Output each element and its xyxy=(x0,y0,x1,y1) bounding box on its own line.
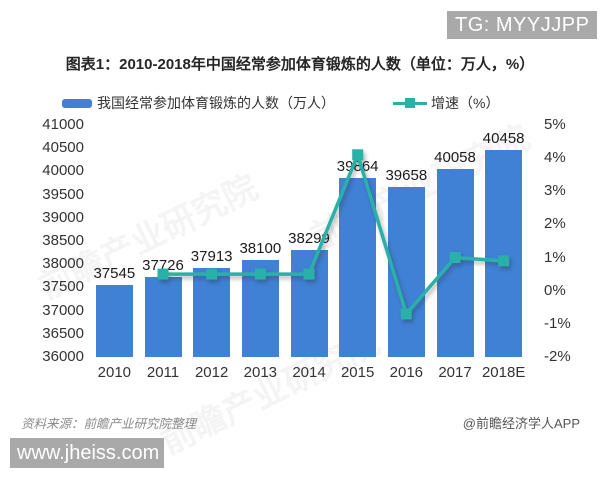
x-axis-label: 2013 xyxy=(243,364,278,381)
y-axis-tick-left: 37000 xyxy=(42,301,84,319)
x-axis-label: 2015 xyxy=(340,364,375,381)
y-axis-tick-left: 40500 xyxy=(42,139,84,157)
line-marker xyxy=(303,268,315,280)
tg-watermark-badge: TG: MYYJJPP xyxy=(447,11,597,39)
legend-item-growth-rate: 增速（%） xyxy=(393,93,499,113)
chart-title: 图表1：2010-2018年中国经常参加体育锻炼的人数（单位：万人，%） xyxy=(65,56,535,73)
x-axis-label: 2016 xyxy=(389,364,424,381)
y-axis-tick-left: 41000 xyxy=(42,116,84,133)
line-legend-icon xyxy=(393,97,427,109)
line-marker xyxy=(352,149,364,161)
site-badge-text: www.jheiss.com xyxy=(17,441,160,464)
y-axis-tick-left: 37500 xyxy=(42,278,84,296)
line-legend-marker xyxy=(405,98,415,108)
growth-line xyxy=(163,153,504,316)
x-axis-label: 2012 xyxy=(194,364,229,381)
line-marker xyxy=(498,255,510,267)
legend: 我国经常参加体育锻炼的人数（万人） 增速（%） xyxy=(0,93,600,111)
bar xyxy=(193,268,231,357)
bar-legend-swatch-icon xyxy=(62,98,92,108)
bar-value-label: 39864 xyxy=(336,157,379,175)
x-axis-label: 2018E xyxy=(481,364,526,381)
tg-badge-text: TG: MYYJJPP xyxy=(455,13,590,36)
y-axis-tick-right: 4% xyxy=(544,149,566,167)
legend-item-participants: 我国经常参加体育锻炼的人数（万人） xyxy=(62,93,335,113)
bar xyxy=(339,177,377,357)
legend-bar-label: 我国经常参加体育锻炼的人数（万人） xyxy=(97,95,335,111)
credit-note: @前瞻经济学人APP xyxy=(462,416,580,431)
bar-value-label: 37545 xyxy=(93,265,136,283)
line-marker xyxy=(254,268,266,280)
y-axis-tick-right: 2% xyxy=(544,215,566,233)
bar-value-label: 37726 xyxy=(142,256,184,274)
y-axis-tick-right: 5% xyxy=(544,116,566,133)
y-axis-tick-right: -2% xyxy=(544,348,571,365)
bar xyxy=(485,150,523,357)
y-axis-tick-left: 39000 xyxy=(42,208,84,226)
line-marker xyxy=(157,268,169,280)
x-axis-label: 2010 xyxy=(97,364,132,381)
y-axis-tick-right: 0% xyxy=(544,281,566,299)
y-axis-tick-right: -1% xyxy=(544,314,571,332)
y-axis-tick-left: 40000 xyxy=(42,162,84,180)
legend-line-label: 增速（%） xyxy=(431,95,500,111)
x-axis-label: 2017 xyxy=(438,364,472,381)
y-axis-tick-right: 3% xyxy=(544,182,566,200)
y-axis-tick-right: 1% xyxy=(544,248,566,266)
line-marker xyxy=(449,252,461,264)
bar-value-label: 37913 xyxy=(190,248,233,266)
y-axis-tick-left: 39500 xyxy=(42,185,84,203)
x-axis-label: 2014 xyxy=(292,364,326,381)
bar-value-label: 40458 xyxy=(482,130,525,148)
line-marker xyxy=(206,268,218,280)
y-axis-tick-left: 36500 xyxy=(42,324,84,342)
source-note: 资料来源：前瞻产业研究院整理 xyxy=(21,417,197,431)
site-watermark-badge: www.jheiss.com xyxy=(10,438,164,468)
bar xyxy=(290,250,328,357)
line-marker xyxy=(400,308,412,320)
bar-value-label: 38100 xyxy=(239,239,282,257)
y-axis-tick-left: 38500 xyxy=(42,232,84,249)
bar-value-label: 38299 xyxy=(288,230,330,248)
bar-value-label: 39658 xyxy=(385,167,428,185)
bar xyxy=(95,285,133,357)
bar xyxy=(144,276,182,357)
y-axis-tick-left: 38000 xyxy=(42,255,84,273)
bar-value-label: 40058 xyxy=(434,148,476,166)
y-axis-tick-left: 36000 xyxy=(42,348,84,365)
x-axis-label: 2011 xyxy=(146,364,180,381)
